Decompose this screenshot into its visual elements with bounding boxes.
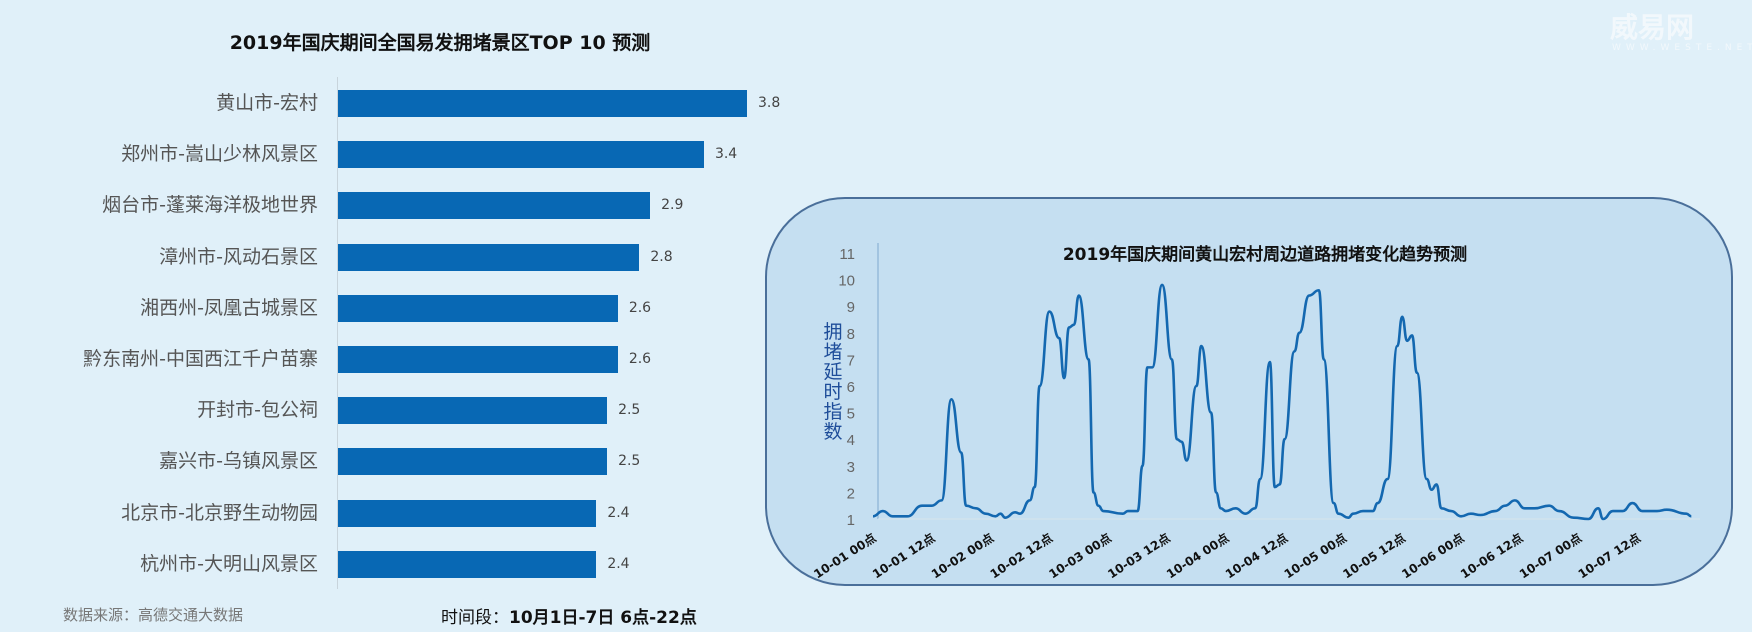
bar-category-label: 黄山市-宏村 bbox=[216, 92, 318, 114]
bar-value-label: 2.8 bbox=[650, 248, 673, 265]
bar-value-label: 2.5 bbox=[618, 453, 641, 470]
watermark-url: WWW.WESTE.NET bbox=[1612, 43, 1752, 53]
y-tick-label: 5 bbox=[847, 406, 855, 423]
bar-category-label: 北京市-北京野生动物园 bbox=[121, 501, 318, 524]
x-tick-label: 10-03 00点 bbox=[1046, 530, 1114, 581]
x-tick-label: 10-07 12点 bbox=[1575, 530, 1643, 581]
bar-category-label: 烟台市-蓬莱海洋极地世界 bbox=[102, 194, 318, 217]
line-chart-title: 2019年国庆期间黄山宏村周边道路拥堵变化趋势预测 bbox=[1062, 245, 1468, 265]
x-tick-label: 10-07 00点 bbox=[1516, 530, 1584, 581]
bar-category-label: 郑州市-嵩山少林风景区 bbox=[121, 143, 318, 166]
bar-category-label: 嘉兴市-乌镇风景区 bbox=[159, 450, 318, 473]
bar-value-label: 2.4 bbox=[607, 555, 630, 572]
x-tick-label: 10-06 00点 bbox=[1399, 530, 1467, 581]
data-source: 数据来源：高德交通大数据 bbox=[63, 606, 244, 624]
bar bbox=[338, 550, 597, 578]
x-tick-label: 10-01 12点 bbox=[869, 530, 937, 581]
bar-category-label: 杭州市-大明山风景区 bbox=[140, 552, 318, 575]
bar bbox=[338, 294, 618, 322]
bar bbox=[338, 192, 651, 220]
y-tick-label: 2 bbox=[847, 485, 855, 502]
x-tick-label: 10-03 12点 bbox=[1105, 530, 1173, 581]
y-tick-label: 1 bbox=[847, 512, 855, 529]
bar-chart-axis bbox=[337, 77, 338, 589]
line-chart-panel bbox=[765, 197, 1733, 586]
y-tick-label: 4 bbox=[847, 432, 855, 449]
x-tick-label: 10-02 12点 bbox=[987, 530, 1055, 581]
bar-category-label: 漳州市-风动石景区 bbox=[159, 245, 318, 268]
bar-category-label: 开封市-包公祠 bbox=[197, 399, 318, 422]
x-tick-label: 10-02 00点 bbox=[928, 530, 996, 581]
y-tick-label: 11 bbox=[839, 246, 855, 263]
bar bbox=[338, 141, 704, 169]
line-chart-y-label: 拥堵延时指数 bbox=[823, 321, 843, 443]
y-tick-label: 7 bbox=[847, 352, 855, 369]
bar-value-label: 2.6 bbox=[628, 351, 652, 367]
time-period: 时间段：10月1日-7日 6点-22点 bbox=[441, 603, 697, 628]
watermark-logo: 威易网 bbox=[1610, 6, 1694, 46]
x-tick-label: 10-01 00点 bbox=[811, 530, 879, 581]
bar bbox=[338, 397, 608, 425]
bar-category-label: 黔东南州-中国西江千户苗寨 bbox=[83, 348, 318, 370]
time-period-value: 10月1日-7日 6点-22点 bbox=[509, 608, 697, 628]
bar-value-label: 3.4 bbox=[714, 146, 738, 163]
y-tick-label: 8 bbox=[847, 326, 855, 343]
bar-chart-title: 2019年国庆期间全国易发拥堵景区TOP 10 预测 bbox=[229, 32, 651, 54]
bar-value-label: 2.4 bbox=[607, 504, 630, 521]
y-tick-label: 10 bbox=[838, 273, 855, 290]
bar-category-label: 湘西州-凤凰古城景区 bbox=[140, 296, 318, 319]
time-period-label: 时间段： bbox=[441, 608, 509, 628]
x-tick-label: 10-06 12点 bbox=[1457, 530, 1525, 581]
bar bbox=[338, 499, 597, 527]
bar bbox=[338, 448, 608, 476]
x-tick-label: 10-04 00点 bbox=[1163, 530, 1231, 581]
y-tick-label: 6 bbox=[847, 379, 855, 396]
bar-value-label: 2.5 bbox=[618, 402, 641, 419]
y-tick-label: 9 bbox=[847, 299, 855, 316]
bar-value-label: 2.9 bbox=[661, 197, 684, 214]
x-tick-label: 10-05 12点 bbox=[1340, 530, 1408, 581]
bar-value-label: 2.6 bbox=[628, 299, 652, 316]
y-tick-label: 3 bbox=[847, 459, 855, 476]
x-tick-label: 10-04 12点 bbox=[1222, 530, 1290, 581]
x-tick-label: 10-05 00点 bbox=[1281, 530, 1349, 581]
line-series bbox=[872, 283, 1692, 521]
bar bbox=[338, 90, 747, 117]
watermark-text: 威易网 bbox=[1610, 11, 1695, 44]
bar bbox=[338, 346, 618, 373]
bar bbox=[338, 243, 640, 271]
bar-value-label: 3.8 bbox=[758, 95, 781, 111]
